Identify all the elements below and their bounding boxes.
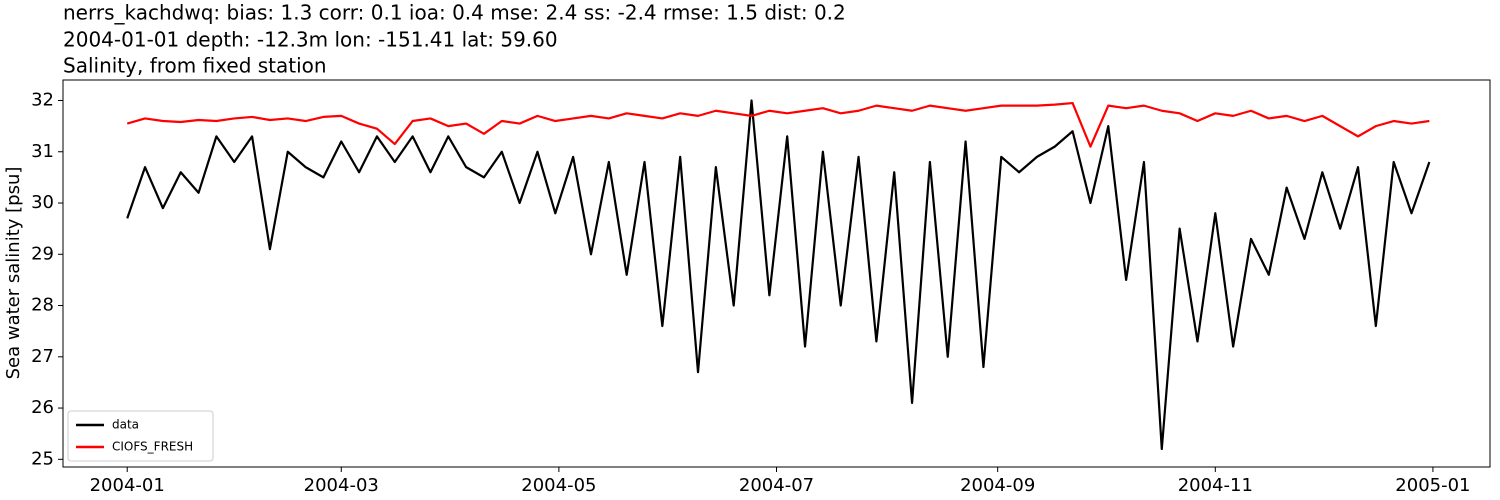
y-tick-label: 29 — [31, 243, 54, 264]
x-tick-label: 2004-11 — [1178, 475, 1253, 496]
y-tick-label: 25 — [31, 448, 54, 469]
y-axis-label: Sea water salinity [psu] — [3, 167, 24, 380]
x-tick-label: 2004-09 — [960, 475, 1035, 496]
x-tick-label: 2004-05 — [521, 475, 596, 496]
legend-label: data — [112, 418, 139, 432]
x-tick-label: 2004-07 — [739, 475, 814, 496]
chart-subtitle: 2004-01-01 depth: -12.3m lon: -151.41 la… — [63, 28, 558, 52]
y-tick-label: 27 — [31, 346, 54, 367]
x-tick-label: 2005-01 — [1395, 475, 1470, 496]
chart-description: Salinity, from fixed station — [63, 54, 327, 78]
y-tick-label: 31 — [31, 141, 54, 162]
series-line — [126, 101, 1430, 148]
chart-title: nerrs_kachdwq: bias: 1.3 corr: 0.1 ioa: … — [63, 1, 846, 25]
y-tick-label: 26 — [31, 397, 54, 418]
x-tick-label: 2004-01 — [90, 475, 165, 496]
plot-frame — [62, 79, 1491, 468]
legend-box — [67, 410, 214, 462]
legend-label: CIOFS_FRESH — [112, 440, 193, 454]
y-tick-label: 30 — [31, 192, 54, 213]
series-line — [126, 99, 1431, 451]
x-tick-label: 2004-03 — [304, 475, 379, 496]
y-tick-label: 28 — [31, 295, 54, 316]
y-tick-label: 32 — [31, 90, 54, 111]
